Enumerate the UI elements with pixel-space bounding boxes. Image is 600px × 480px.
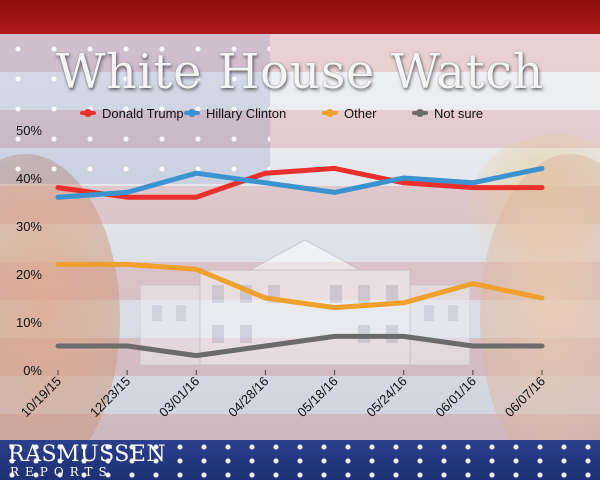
legend-label: Not sure [434, 106, 483, 121]
data-point [194, 267, 198, 271]
data-point [471, 186, 475, 190]
data-point [333, 334, 337, 338]
data-point [263, 296, 267, 300]
rasmussen-logo: RASMUSSEN REPORTS [8, 442, 167, 479]
data-point [125, 344, 129, 348]
data-point [56, 195, 60, 199]
series-line [55, 165, 545, 200]
data-point [263, 171, 267, 175]
logo-line-1: RASMUSSEN [8, 442, 167, 467]
data-point [333, 306, 337, 310]
data-point [333, 166, 337, 170]
x-tick-label: 06/01/16 [433, 374, 479, 420]
x-tick-label: 05/18/16 [294, 374, 340, 420]
data-point [263, 344, 267, 348]
x-tick-label: 05/24/16 [363, 374, 409, 420]
data-point [194, 195, 198, 199]
data-point [540, 296, 544, 300]
x-tick-label: 06/07/16 [502, 374, 548, 420]
data-point [540, 186, 544, 190]
legend-label: Hillary Clinton [206, 106, 286, 121]
data-point [56, 186, 60, 190]
data-point [402, 176, 406, 180]
data-point [56, 344, 60, 348]
legend-marker [326, 109, 334, 117]
data-point [402, 334, 406, 338]
data-point [333, 190, 337, 194]
series-line [55, 261, 545, 311]
data-point [471, 344, 475, 348]
top-banner [0, 0, 600, 34]
data-point [471, 282, 475, 286]
logo-line-2: REPORTS [10, 465, 113, 479]
legend-label: Donald Trump [102, 106, 184, 121]
x-tick-label: 12/23/15 [87, 374, 133, 420]
data-point [194, 354, 198, 358]
data-point [125, 190, 129, 194]
y-tick-label: 50% [16, 123, 42, 138]
series-line [55, 165, 545, 200]
flag-stars [0, 34, 270, 184]
data-point [402, 301, 406, 305]
legend-label: Other [344, 106, 377, 121]
data-point [56, 262, 60, 266]
chart-title: White House Watch [56, 44, 544, 100]
data-point [125, 262, 129, 266]
y-tick-label: 10% [16, 315, 42, 330]
legend-marker [416, 109, 424, 117]
y-tick-label: 0% [23, 363, 42, 378]
data-point [540, 166, 544, 170]
data-point [402, 181, 406, 185]
y-tick-label: 20% [16, 267, 42, 282]
x-tick-label: 03/01/16 [156, 374, 202, 420]
data-point [194, 171, 198, 175]
data-point [540, 344, 544, 348]
x-tick-label: 10/19/15 [18, 374, 64, 420]
data-point [125, 195, 129, 199]
data-point [263, 181, 267, 185]
y-tick-label: 30% [16, 219, 42, 234]
data-point [471, 181, 475, 185]
flag-bottom-band [0, 440, 600, 480]
legend-marker [84, 109, 92, 117]
y-tick-label: 40% [16, 171, 42, 186]
series-line [55, 333, 545, 359]
x-tick-label: 04/28/16 [225, 374, 271, 420]
legend-marker [188, 109, 196, 117]
